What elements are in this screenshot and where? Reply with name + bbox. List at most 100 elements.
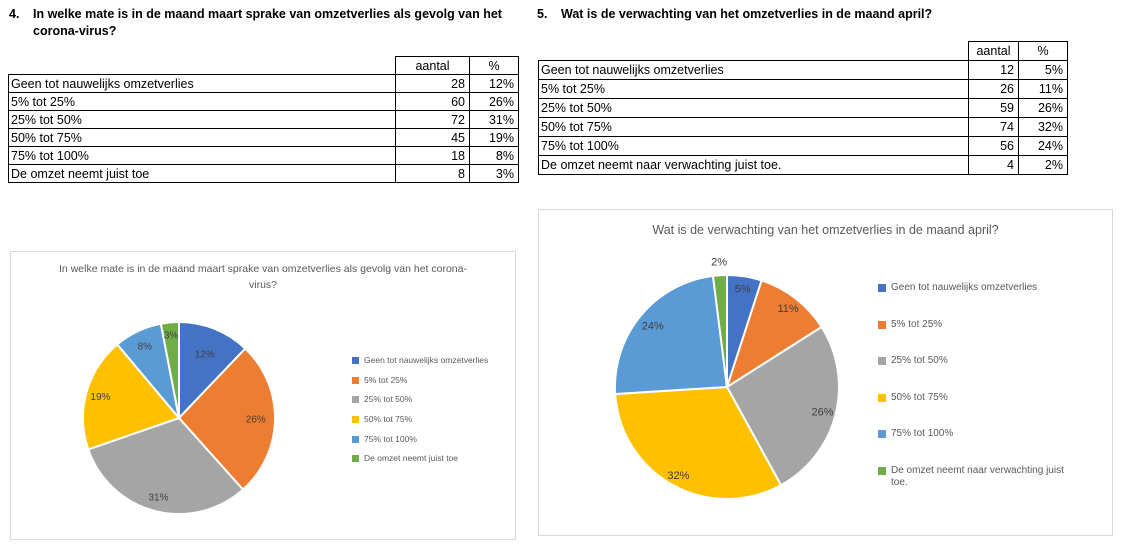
row-label: Geen tot nauwelijks omzetverlies bbox=[538, 60, 969, 80]
row-aantal: 74 bbox=[968, 117, 1019, 137]
row-pct: 12% bbox=[469, 74, 519, 93]
row-label: 5% tot 25% bbox=[8, 92, 396, 111]
table-row: 50% tot 75% 45 19% bbox=[8, 128, 519, 147]
legend-label: 25% tot 50% bbox=[364, 394, 413, 405]
row-label: De omzet neemt naar verwachting juist to… bbox=[538, 155, 969, 175]
row-pct: 26% bbox=[469, 92, 519, 111]
pie-slice-5 bbox=[159, 320, 180, 419]
header-blank-cell bbox=[9, 57, 396, 75]
row-label: 25% tot 50% bbox=[8, 110, 396, 129]
legend-item-4: 75% tot 100% bbox=[878, 428, 1076, 441]
row-pct: 24% bbox=[1018, 136, 1068, 156]
row-aantal: 28 bbox=[395, 74, 470, 93]
row-label: 75% tot 100% bbox=[8, 146, 396, 165]
legend-swatch-icon bbox=[878, 430, 886, 438]
legend-label: 50% tot 75% bbox=[364, 413, 413, 424]
question-5-title: Wat is de verwachting van het omzetverli… bbox=[561, 7, 933, 21]
pie-slice-label-4: 8% bbox=[138, 342, 153, 353]
row-pct: 31% bbox=[469, 110, 519, 129]
pie-slice-2 bbox=[87, 416, 245, 516]
pie-slice-label-2: 31% bbox=[148, 493, 168, 504]
table-row: 5% tot 25% 26 11% bbox=[538, 79, 1068, 99]
legend-label: Geen tot nauwelijks omzetverlies bbox=[364, 355, 489, 365]
pie-slice-5 bbox=[711, 273, 728, 388]
row-pct: 8% bbox=[469, 146, 519, 165]
legend-label: De omzet neemt juist toe bbox=[364, 453, 459, 464]
table-row: 75% tot 100% 56 24% bbox=[538, 136, 1068, 156]
question-5-number: 5. bbox=[537, 7, 548, 21]
legend-item-3: 50% tot 75% bbox=[352, 414, 522, 425]
pie-chart-q4: 12% 26% 31% 19% 8% 3% bbox=[82, 320, 276, 516]
row-pct: 32% bbox=[1018, 117, 1068, 137]
legend-item-1: 5% tot 25% bbox=[878, 319, 1076, 332]
table-row: 50% tot 75% 74 32% bbox=[538, 117, 1068, 137]
chart-q4: In welke mate is in de maand maart sprak… bbox=[10, 251, 516, 540]
pie-slice-label-0: 5% bbox=[735, 283, 751, 295]
row-aantal: 56 bbox=[968, 136, 1019, 156]
pie-slice-1 bbox=[177, 347, 276, 491]
legend-item-3: 50% tot 75% bbox=[878, 392, 1076, 405]
row-aantal: 12 bbox=[968, 60, 1019, 80]
table-row: 25% tot 50% 72 31% bbox=[8, 110, 519, 129]
question-4-heading: 4. In welke mate is in de maand maart sp… bbox=[9, 6, 513, 40]
legend-label: 75% tot 100% bbox=[364, 433, 417, 444]
question-4-title: In welke mate is in de maand maart sprak… bbox=[33, 7, 502, 38]
legend-item-0: Geen tot nauwelijks omzetverlies bbox=[878, 282, 1076, 295]
legend-label: Geen tot nauwelijks omzetverlies bbox=[891, 282, 1038, 293]
chart-q4-legend: Geen tot nauwelijks omzetverlies 5% tot 2… bbox=[352, 355, 522, 464]
row-label: De omzet neemt juist toe bbox=[8, 164, 396, 183]
chart-q5: Wat is de verwachting van het omzetverli… bbox=[538, 209, 1113, 536]
legend-swatch-icon bbox=[352, 415, 359, 423]
legend-item-5: De omzet neemt juist toe bbox=[352, 453, 522, 464]
legend-item-4: 75% tot 100% bbox=[352, 434, 522, 445]
legend-label: 50% tot 75% bbox=[891, 391, 948, 403]
pie-slice-label-1: 11% bbox=[777, 303, 798, 315]
row-label: 75% tot 100% bbox=[538, 136, 969, 156]
pie-slice-3 bbox=[614, 385, 783, 500]
legend-swatch-icon bbox=[878, 466, 886, 475]
pie-slice-label-5: 2% bbox=[711, 257, 727, 269]
row-label: 25% tot 50% bbox=[538, 98, 969, 118]
chart-q5-legend: Geen tot nauwelijks omzetverlies 5% tot 2… bbox=[878, 282, 1076, 490]
table-row: 25% tot 50% 59 26% bbox=[538, 98, 1068, 118]
legend-item-2: 25% tot 50% bbox=[352, 394, 522, 405]
row-label: 50% tot 75% bbox=[8, 128, 396, 147]
legend-swatch-icon bbox=[878, 284, 886, 292]
legend-label: 5% tot 25% bbox=[891, 318, 943, 330]
row-pct: 3% bbox=[469, 164, 519, 183]
legend-swatch-icon bbox=[878, 357, 886, 365]
chart-q5-title: Wat is de verwachting van het omzetverli… bbox=[652, 223, 999, 237]
table-q4: aantal % Geen tot nauwelijks omzetverlie… bbox=[8, 56, 519, 183]
row-label: 50% tot 75% bbox=[538, 117, 969, 137]
pie-slice-label-5: 3% bbox=[164, 330, 179, 341]
legend-swatch-icon bbox=[878, 393, 886, 402]
row-aantal: 26 bbox=[968, 79, 1019, 99]
pie-slice-label-0: 12% bbox=[195, 349, 215, 360]
row-aantal: 8 bbox=[395, 164, 470, 183]
header-blank-cell bbox=[539, 42, 969, 61]
table-row: 75% tot 100% 18 8% bbox=[8, 146, 519, 165]
legend-item-0: Geen tot nauwelijks omzetverlies bbox=[352, 355, 522, 366]
legend-swatch-icon bbox=[352, 357, 359, 364]
legend-label: 5% tot 25% bbox=[364, 374, 408, 385]
legend-item-5: De omzet neemt naar verwachting juist to… bbox=[878, 465, 1076, 490]
row-aantal: 18 bbox=[395, 146, 470, 165]
row-pct: 11% bbox=[1018, 79, 1068, 99]
legend-swatch-icon bbox=[352, 376, 359, 384]
pie-slice-0 bbox=[178, 320, 247, 421]
row-label: Geen tot nauwelijks omzetverlies bbox=[8, 74, 396, 93]
pie-slice-4 bbox=[614, 274, 729, 396]
chart-q4-title: In welke mate is in de maand maart sprak… bbox=[59, 263, 467, 291]
legend-label: 75% tot 100% bbox=[891, 428, 954, 439]
legend-swatch-icon bbox=[878, 320, 886, 329]
pie-slice-label-4: 24% bbox=[642, 321, 664, 333]
legend-label: 25% tot 50% bbox=[891, 355, 948, 366]
pie-slice-3 bbox=[82, 343, 181, 451]
legend-swatch-icon bbox=[352, 396, 359, 404]
table-row: De omzet neemt juist toe 8 3% bbox=[8, 164, 519, 183]
legend-label: De omzet neemt naar verwachting juist to… bbox=[891, 464, 1064, 489]
table-header-row: aantal % bbox=[539, 41, 1068, 61]
question-5-heading: 5. Wat is de verwachting van het omzetve… bbox=[537, 6, 1091, 23]
row-pct: 26% bbox=[1018, 98, 1068, 118]
